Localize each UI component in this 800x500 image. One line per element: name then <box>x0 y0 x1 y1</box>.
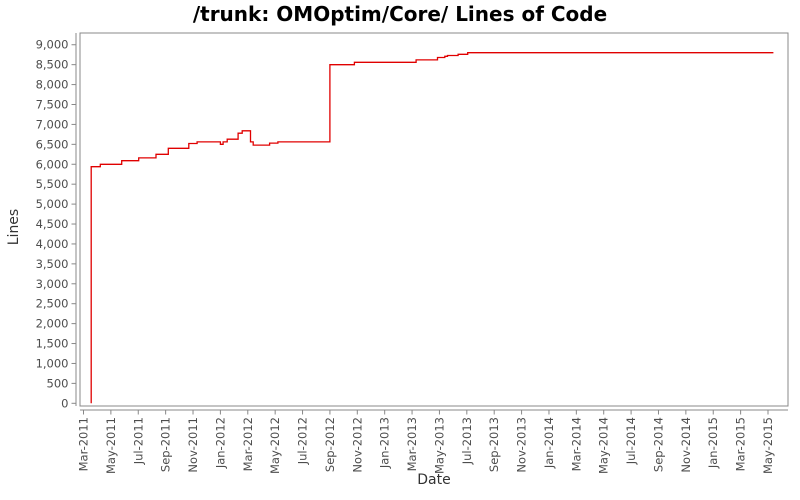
x-tick-label: Mar-2011 <box>77 417 91 471</box>
x-tick-label: May-2012 <box>268 417 282 474</box>
y-tick-label: 8,500 <box>36 58 69 72</box>
x-tick-label: Sep-2012 <box>323 417 337 472</box>
x-tick-label: Nov-2011 <box>186 417 200 473</box>
x-tick-label: Jul-2014 <box>624 417 638 465</box>
y-tick-label: 2,500 <box>36 297 69 311</box>
y-axis-title: Lines <box>6 208 22 246</box>
y-tick-label: 7,000 <box>36 117 69 131</box>
chart-title: /trunk: OMOptim/Core/ Lines of Code <box>192 2 608 26</box>
x-tick-label: Jul-2013 <box>460 417 474 465</box>
x-tick-label: Jul-2011 <box>131 417 145 465</box>
y-tick-label: 4,500 <box>36 217 69 231</box>
x-tick-label: Mar-2015 <box>734 417 748 471</box>
y-tick-label: 6,500 <box>36 137 69 151</box>
x-tick-label: Mar-2014 <box>569 417 583 471</box>
y-tick-label: 5,000 <box>36 197 69 211</box>
x-axis-title: Date <box>417 472 451 488</box>
x-tick-label: Sep-2011 <box>159 417 173 472</box>
plot-border <box>79 32 789 407</box>
y-tick-label: 2,000 <box>36 317 69 331</box>
x-tick-label: May-2015 <box>761 417 775 474</box>
x-tick-label: May-2014 <box>597 417 611 474</box>
x-tick-label: Sep-2013 <box>487 417 501 472</box>
x-tick-label: Mar-2012 <box>241 417 255 471</box>
y-tick-label: 0 <box>61 396 68 410</box>
y-tick-label: 7,500 <box>36 98 69 112</box>
x-tick-label: Nov-2014 <box>679 417 693 473</box>
x-tick-label: Jul-2012 <box>296 417 310 465</box>
y-tick-label: 9,000 <box>36 38 69 52</box>
y-tick-label: 6,000 <box>36 157 69 171</box>
x-tick-label: Jan-2012 <box>213 417 227 469</box>
x-tick-label: Nov-2012 <box>350 417 364 473</box>
y-tick-label: 3,500 <box>36 257 69 271</box>
y-tick-label: 8,000 <box>36 78 69 92</box>
y-tick-label: 1,000 <box>36 356 69 370</box>
y-tick-label: 3,000 <box>36 277 69 291</box>
x-tick-label: Jan-2014 <box>542 417 556 469</box>
x-tick-label: May-2011 <box>104 417 118 474</box>
x-tick-label: Sep-2014 <box>651 417 665 472</box>
y-tick-label: 5,500 <box>36 177 69 191</box>
x-tick-label: Mar-2013 <box>405 417 419 471</box>
loc-series-line <box>90 52 774 404</box>
x-tick-label: Jan-2013 <box>378 417 392 469</box>
y-tick-label: 500 <box>47 376 69 390</box>
x-tick-label: May-2013 <box>432 417 446 474</box>
x-tick-label: Jan-2015 <box>706 417 720 469</box>
y-tick-label: 1,500 <box>36 337 69 351</box>
x-tick-label: Nov-2013 <box>515 417 529 473</box>
y-tick-label: 4,000 <box>36 237 69 251</box>
